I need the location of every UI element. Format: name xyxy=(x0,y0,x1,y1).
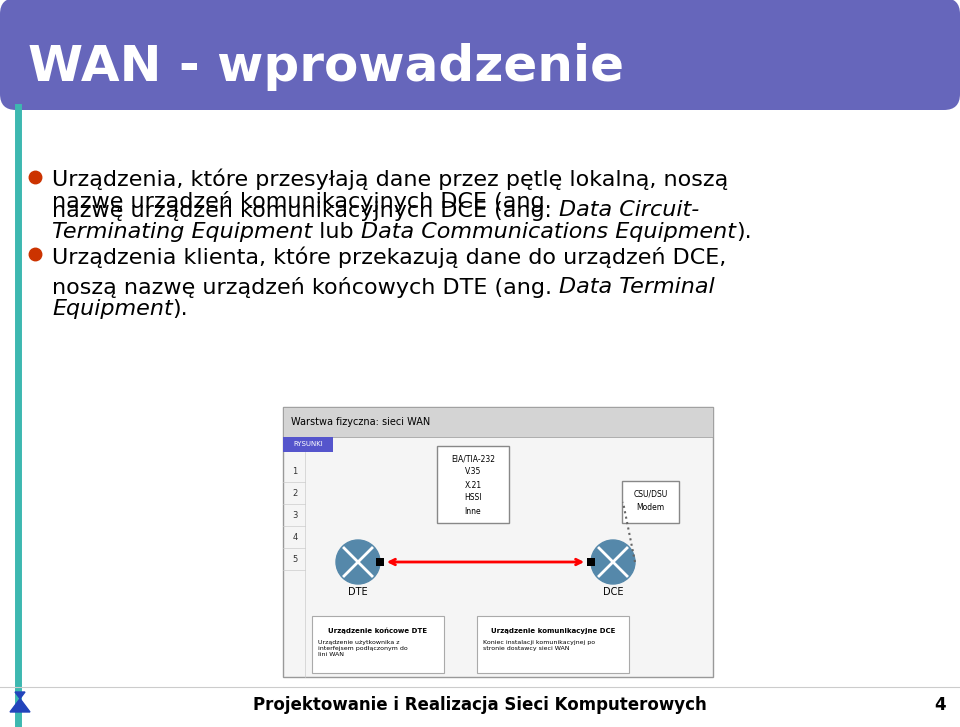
Polygon shape xyxy=(10,692,30,712)
Text: Urządzenie końcowe DTE: Urządzenie końcowe DTE xyxy=(328,628,427,635)
FancyBboxPatch shape xyxy=(283,407,713,677)
Text: Data Communications Equipment: Data Communications Equipment xyxy=(361,222,736,242)
Text: nazwę urządzeń komunikacyjnych DCE (ang.: nazwę urządzeń komunikacyjnych DCE (ang. xyxy=(52,200,559,221)
Text: lub: lub xyxy=(312,222,361,242)
Text: Urządzenie użytkownika z
interfejsem podłączonym do
lini WAN: Urządzenie użytkownika z interfejsem pod… xyxy=(318,640,408,656)
Text: WAN - wprowadzenie: WAN - wprowadzenie xyxy=(28,43,624,91)
Text: DTE: DTE xyxy=(348,587,368,597)
FancyBboxPatch shape xyxy=(0,0,960,110)
Text: Urządzenie komunikacyjne DCE: Urządzenie komunikacyjne DCE xyxy=(491,628,615,634)
Text: nazwę urządzeń komunikacyjnych DCE (ang.: nazwę urządzeń komunikacyjnych DCE (ang. xyxy=(52,191,559,212)
Text: Inne: Inne xyxy=(465,507,481,515)
FancyBboxPatch shape xyxy=(437,446,509,523)
Circle shape xyxy=(591,540,635,584)
Text: Modem: Modem xyxy=(636,504,664,513)
Text: HSSI: HSSI xyxy=(465,494,482,502)
Text: 5: 5 xyxy=(293,555,298,564)
FancyBboxPatch shape xyxy=(477,616,629,673)
Text: V.35: V.35 xyxy=(465,467,481,476)
Text: 2: 2 xyxy=(293,489,298,499)
Text: Warstwa fizyczna: sieci WAN: Warstwa fizyczna: sieci WAN xyxy=(291,417,430,427)
Text: 4: 4 xyxy=(934,696,946,714)
Text: CSU/DSU: CSU/DSU xyxy=(634,489,667,499)
Text: Data Terminal: Data Terminal xyxy=(559,277,715,297)
Text: 1: 1 xyxy=(293,467,298,476)
Text: Projektowanie i Realizacja Sieci Komputerowych: Projektowanie i Realizacja Sieci Kompute… xyxy=(253,696,707,714)
Circle shape xyxy=(336,540,380,584)
Text: RYSUNKI: RYSUNKI xyxy=(293,441,323,447)
Bar xyxy=(283,437,333,452)
Text: 3: 3 xyxy=(292,512,298,521)
Text: X.21: X.21 xyxy=(465,481,482,489)
Text: Urządzenia, które przesyłają dane przez pętlę lokalną, noszą: Urządzenia, które przesyłają dane przez … xyxy=(52,169,729,190)
Bar xyxy=(376,558,384,566)
Text: EIA/TIA-232: EIA/TIA-232 xyxy=(451,454,495,464)
Bar xyxy=(283,407,713,437)
FancyBboxPatch shape xyxy=(312,616,444,673)
Bar xyxy=(587,558,595,566)
Text: Equipment: Equipment xyxy=(52,299,173,319)
Text: Terminating Equipment: Terminating Equipment xyxy=(52,222,312,242)
FancyBboxPatch shape xyxy=(622,481,679,523)
Text: Koniec instalacji komunikacyjnej po
stronie dostawcy sieci WAN: Koniec instalacji komunikacyjnej po stro… xyxy=(483,640,595,651)
Text: DCE: DCE xyxy=(603,587,623,597)
Text: noszą nazwę urządzeń końcowych DTE (ang.: noszą nazwę urządzeń końcowych DTE (ang. xyxy=(52,277,559,298)
Text: ).: ). xyxy=(736,222,752,242)
Text: ).: ). xyxy=(173,299,188,319)
Text: Urządzenia klienta, które przekazują dane do urządzeń DCE,: Urządzenia klienta, które przekazują dan… xyxy=(52,246,727,268)
Text: Data Circuit-: Data Circuit- xyxy=(559,200,699,220)
Text: 4: 4 xyxy=(293,534,298,542)
